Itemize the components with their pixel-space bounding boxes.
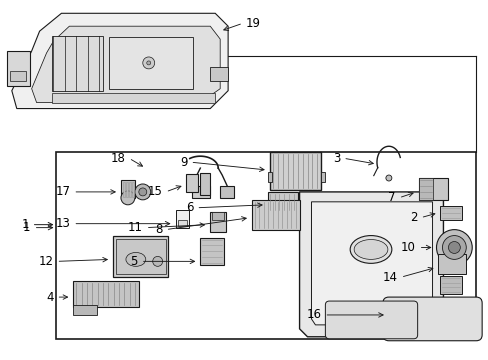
Bar bbox=[186, 174, 198, 192]
Polygon shape bbox=[12, 13, 228, 109]
Bar bbox=[267, 172, 271, 182]
Bar bbox=[129, 182, 131, 197]
Polygon shape bbox=[32, 26, 220, 103]
Bar bbox=[418, 178, 447, 200]
Text: 12: 12 bbox=[39, 255, 53, 268]
Text: 8: 8 bbox=[155, 223, 163, 236]
Bar bbox=[438, 255, 466, 274]
Bar bbox=[73, 281, 139, 307]
Circle shape bbox=[385, 175, 391, 181]
FancyBboxPatch shape bbox=[382, 297, 481, 341]
Bar bbox=[10, 71, 26, 81]
Bar bbox=[200, 238, 224, 265]
Circle shape bbox=[442, 235, 466, 260]
Text: 1: 1 bbox=[21, 218, 29, 231]
Bar bbox=[132, 182, 134, 197]
Bar bbox=[116, 239, 165, 274]
Text: 7: 7 bbox=[387, 192, 395, 204]
Bar bbox=[440, 276, 461, 294]
Bar bbox=[418, 178, 432, 200]
Circle shape bbox=[436, 230, 471, 265]
Polygon shape bbox=[299, 192, 443, 337]
Text: 1: 1 bbox=[23, 221, 31, 234]
Bar bbox=[440, 206, 461, 220]
Bar bbox=[73, 305, 97, 315]
Text: 2: 2 bbox=[409, 211, 417, 224]
Bar bbox=[51, 93, 215, 103]
Bar bbox=[109, 37, 193, 89]
Text: 16: 16 bbox=[306, 309, 321, 321]
Bar bbox=[121, 180, 135, 198]
Bar bbox=[177, 220, 187, 226]
Text: 4: 4 bbox=[46, 291, 53, 303]
Text: 18: 18 bbox=[111, 152, 126, 165]
Text: 10: 10 bbox=[400, 241, 415, 254]
Text: 14: 14 bbox=[382, 271, 397, 284]
Circle shape bbox=[139, 188, 146, 196]
Ellipse shape bbox=[353, 239, 387, 260]
Circle shape bbox=[142, 57, 154, 69]
FancyBboxPatch shape bbox=[325, 301, 417, 339]
Bar bbox=[200, 173, 210, 195]
Polygon shape bbox=[311, 202, 432, 325]
Bar bbox=[175, 210, 189, 228]
Bar bbox=[251, 200, 299, 230]
Text: 15: 15 bbox=[147, 185, 163, 198]
Circle shape bbox=[146, 61, 150, 65]
Bar bbox=[51, 36, 103, 91]
Text: 11: 11 bbox=[127, 221, 142, 234]
Ellipse shape bbox=[349, 235, 391, 264]
Bar bbox=[113, 235, 167, 277]
Bar bbox=[122, 182, 124, 197]
Bar bbox=[56, 152, 475, 339]
Circle shape bbox=[447, 242, 459, 253]
Circle shape bbox=[121, 191, 135, 205]
Text: 6: 6 bbox=[185, 201, 193, 214]
Bar bbox=[126, 182, 128, 197]
Bar bbox=[267, 192, 297, 212]
Text: 13: 13 bbox=[55, 217, 70, 230]
Bar bbox=[210, 67, 228, 81]
Bar bbox=[220, 186, 234, 198]
Bar bbox=[192, 186, 210, 198]
Polygon shape bbox=[7, 51, 30, 86]
Polygon shape bbox=[328, 304, 413, 337]
Bar bbox=[210, 212, 225, 231]
Text: 19: 19 bbox=[245, 17, 261, 30]
Text: 5: 5 bbox=[130, 255, 138, 268]
Ellipse shape bbox=[126, 252, 145, 266]
Bar bbox=[269, 152, 321, 190]
Bar bbox=[212, 212, 224, 220]
Text: 17: 17 bbox=[55, 185, 70, 198]
Circle shape bbox=[152, 256, 163, 266]
Text: 9: 9 bbox=[180, 156, 187, 168]
Circle shape bbox=[135, 184, 150, 200]
Bar bbox=[321, 172, 325, 182]
Text: 3: 3 bbox=[332, 152, 340, 165]
